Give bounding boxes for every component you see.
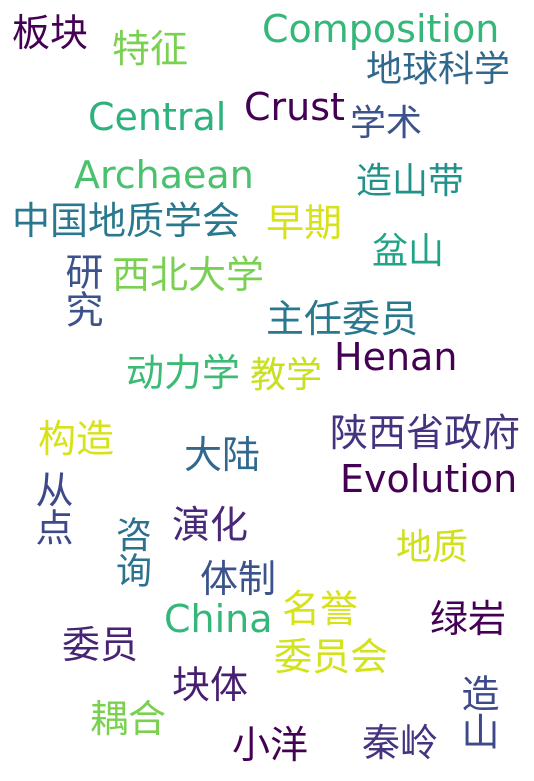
word: 大陆: [184, 433, 261, 477]
word: 小洋: [232, 723, 309, 767]
word: 盆山: [372, 231, 445, 272]
word: Archaean: [74, 153, 254, 197]
word: 咨询: [110, 516, 151, 588]
word: 绿岩: [430, 597, 507, 641]
word: 西北大学: [112, 253, 265, 297]
word: 造山带: [356, 161, 465, 202]
word: 特征: [112, 27, 189, 71]
word: 教学: [250, 355, 323, 396]
word: 地质: [396, 527, 469, 568]
word: China: [164, 597, 273, 641]
word: 演化: [172, 503, 249, 547]
word: 主任委员: [266, 297, 419, 341]
word: 早期: [266, 201, 343, 245]
word: Crust: [244, 85, 345, 129]
word: 构造: [38, 417, 115, 461]
word: 秦岭: [362, 721, 439, 765]
word: 从点: [29, 470, 73, 546]
word: 造山: [455, 674, 499, 750]
word: 陕西省政府: [330, 411, 521, 455]
word: 学术: [350, 103, 423, 144]
word: 名誉: [282, 587, 359, 631]
word: 体制: [200, 557, 277, 601]
word: Central: [88, 95, 227, 139]
word: 板块: [12, 11, 89, 55]
word: 块体: [172, 663, 249, 707]
word: Evolution: [340, 457, 518, 501]
word: Henan: [334, 335, 458, 379]
word: 研究: [59, 252, 103, 328]
word: 委员: [62, 623, 139, 667]
word: 耦合: [90, 697, 167, 741]
word: 地球科学: [366, 49, 511, 90]
word: 动力学: [126, 351, 241, 395]
word: Composition: [262, 7, 500, 51]
word: 中国地质学会: [12, 199, 241, 243]
word: 委员会: [274, 635, 389, 679]
